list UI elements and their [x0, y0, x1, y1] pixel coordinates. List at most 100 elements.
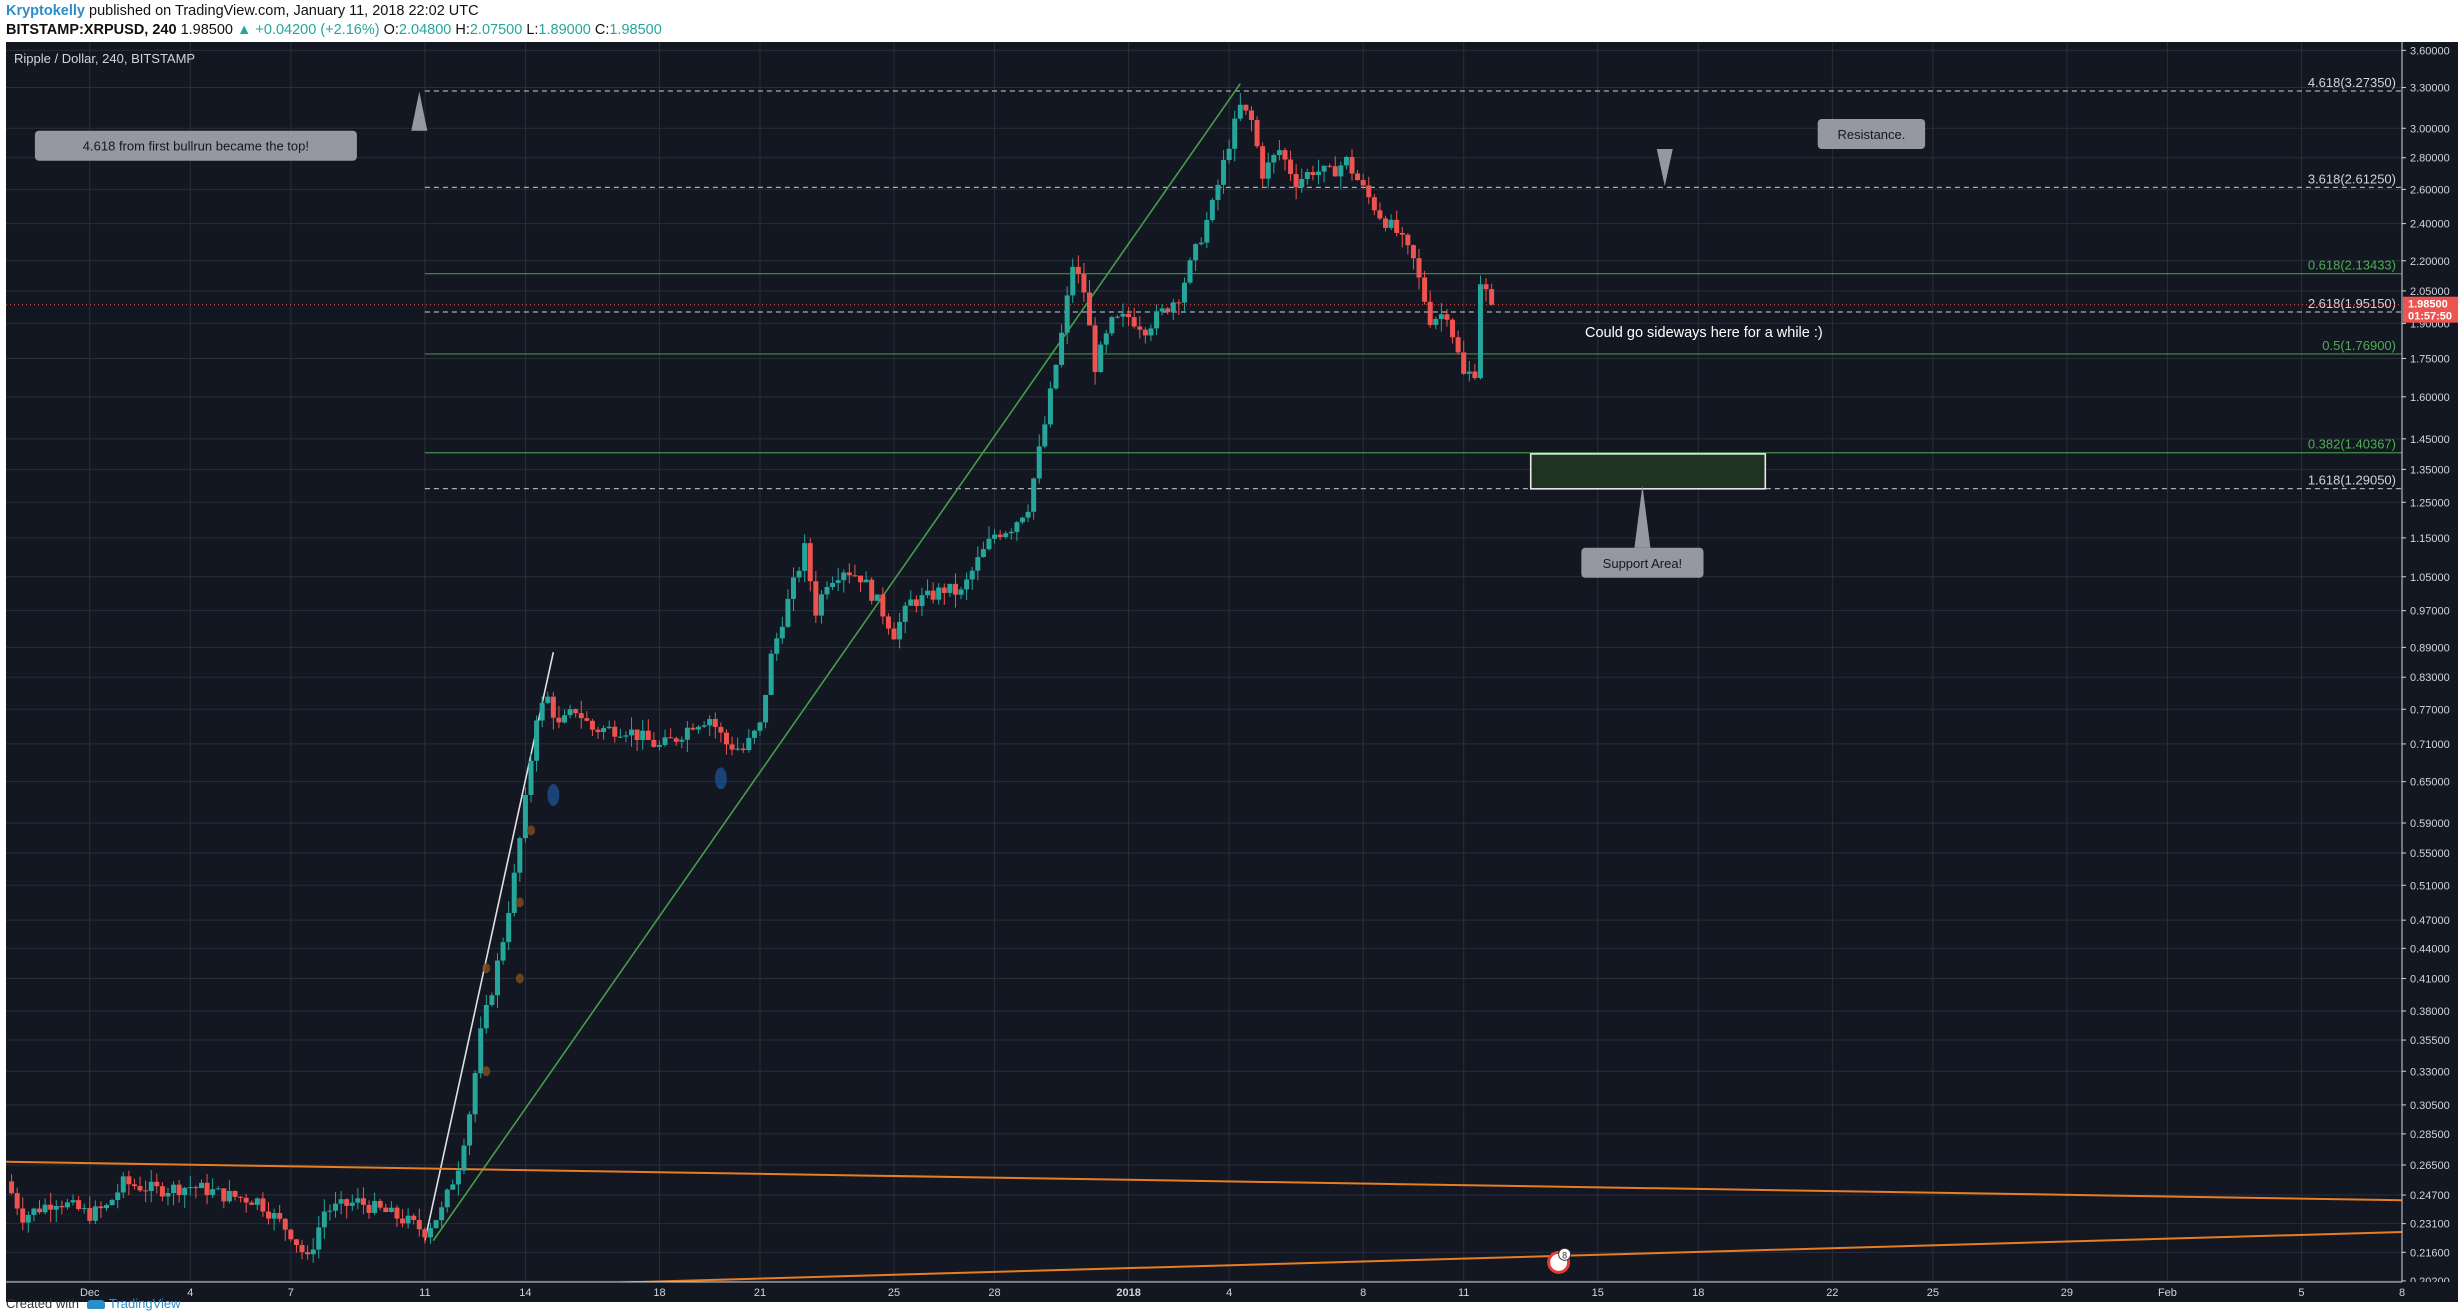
candle-body [852, 575, 858, 577]
candle-body [1025, 511, 1031, 518]
candle-body [1327, 165, 1333, 167]
candle-body [1064, 295, 1070, 333]
countdown-label: 01:57:50 [2408, 311, 2452, 323]
candle-body [1416, 258, 1422, 278]
candle-body [1215, 184, 1221, 200]
candle-body [221, 1188, 227, 1202]
candle-body [1455, 337, 1461, 353]
candle-body [1193, 244, 1199, 261]
candle-body [1355, 173, 1361, 181]
candle-body [1438, 314, 1444, 319]
candle-body [37, 1208, 43, 1213]
candle-body [634, 729, 640, 741]
candle-body [411, 1215, 417, 1220]
brown-marker [482, 1066, 491, 1077]
candle-body [1053, 364, 1059, 389]
candle-body [863, 579, 869, 583]
candle-body [1405, 234, 1411, 246]
high-value: 2.07500 [469, 22, 523, 38]
candle-body [617, 736, 623, 738]
candle-body [1394, 219, 1400, 233]
candle-body [282, 1218, 288, 1230]
candle-body [1042, 424, 1048, 447]
candle-body [204, 1182, 210, 1196]
candle-body [1310, 172, 1316, 176]
candle-body [182, 1187, 188, 1196]
candle-body [333, 1203, 339, 1211]
candle-body [349, 1202, 355, 1206]
candle-body [126, 1176, 132, 1185]
candle-body [595, 729, 601, 733]
candle-body [1137, 326, 1143, 330]
time-tick-label: 28 [988, 1287, 1000, 1299]
event-count: 8 [1562, 1250, 1567, 1260]
candle-body [785, 598, 791, 627]
author-link[interactable]: Kryptokelly [6, 3, 85, 19]
candle-body [48, 1204, 54, 1210]
price-tick-label: 0.89000 [2410, 642, 2450, 654]
candle-body [115, 1192, 121, 1200]
candle-body [562, 715, 568, 723]
candle-body [1343, 156, 1349, 166]
tradingview-link[interactable]: TradingView [108, 1296, 181, 1311]
candle-body [1304, 172, 1310, 179]
candle-body [640, 730, 646, 741]
candle-body [288, 1229, 294, 1240]
candle-body [355, 1198, 361, 1203]
candle-body [573, 709, 579, 714]
candle-body [400, 1218, 406, 1224]
time-tick-label: 4 [1226, 1287, 1232, 1299]
price-chart[interactable]: 4.618(3.27350) 3.618(2.61250) 0.618(2.1343… [6, 42, 2458, 1302]
candle-body [673, 738, 679, 742]
candle-body [891, 628, 897, 640]
candle-body [53, 1205, 59, 1210]
candle-body [690, 727, 696, 730]
candle-body [656, 744, 662, 747]
candle-body [1031, 478, 1037, 512]
chart-pane[interactable]: 4.618(3.27350) 3.618(2.61250) 0.618(2.1343… [6, 42, 2458, 1302]
candle-body [81, 1208, 87, 1210]
candle-body [1433, 318, 1439, 325]
candle-body [494, 960, 500, 996]
callout-text: Support Area! [1603, 556, 1683, 571]
candle-body [941, 587, 947, 593]
candle-body [344, 1199, 350, 1206]
candle-body [1103, 333, 1109, 345]
time-tick-label: 8 [1360, 1287, 1366, 1299]
price-tick-label: 2.80000 [2410, 153, 2450, 165]
candle-body [87, 1208, 93, 1221]
footer: Created with TradingView [0, 1296, 2464, 1316]
candle-body [450, 1184, 456, 1190]
price-tick-label: 2.20000 [2410, 256, 2450, 268]
candle-body [1299, 178, 1305, 188]
callout-text: Resistance. [1837, 127, 1905, 142]
candle-body [394, 1207, 400, 1219]
candle-body [433, 1220, 439, 1229]
candle-body [210, 1189, 216, 1196]
time-tick-label: 2018 [1116, 1287, 1140, 1299]
price-change: ▲ +0.04200 (+2.16%) [237, 22, 380, 38]
chart-title: Ripple / Dollar, 240, BITSTAMP [14, 51, 196, 66]
blue-marker [547, 783, 560, 806]
candle-body [740, 748, 746, 751]
candle-body [1081, 274, 1087, 293]
candle-body [137, 1186, 143, 1191]
time-tick-label: 18 [653, 1287, 665, 1299]
price-tick-label: 0.23100 [2410, 1219, 2450, 1231]
candle-body [20, 1208, 26, 1223]
candle-body [757, 722, 763, 731]
candle-body [461, 1145, 467, 1171]
candle-body [679, 739, 685, 742]
fib-level-label: 4.618(3.27350) [2308, 75, 2396, 90]
candle-body [790, 577, 796, 599]
candle-body [1098, 344, 1104, 373]
candle-body [1092, 325, 1098, 373]
candle-body [310, 1249, 316, 1255]
candle-body [1371, 197, 1377, 211]
candle-body [271, 1213, 277, 1219]
candle-body [1036, 446, 1042, 479]
candle-body [238, 1196, 244, 1198]
support-area-box [1529, 453, 1767, 490]
time-tick-label: 22 [1826, 1287, 1838, 1299]
candle-body [1154, 311, 1160, 329]
